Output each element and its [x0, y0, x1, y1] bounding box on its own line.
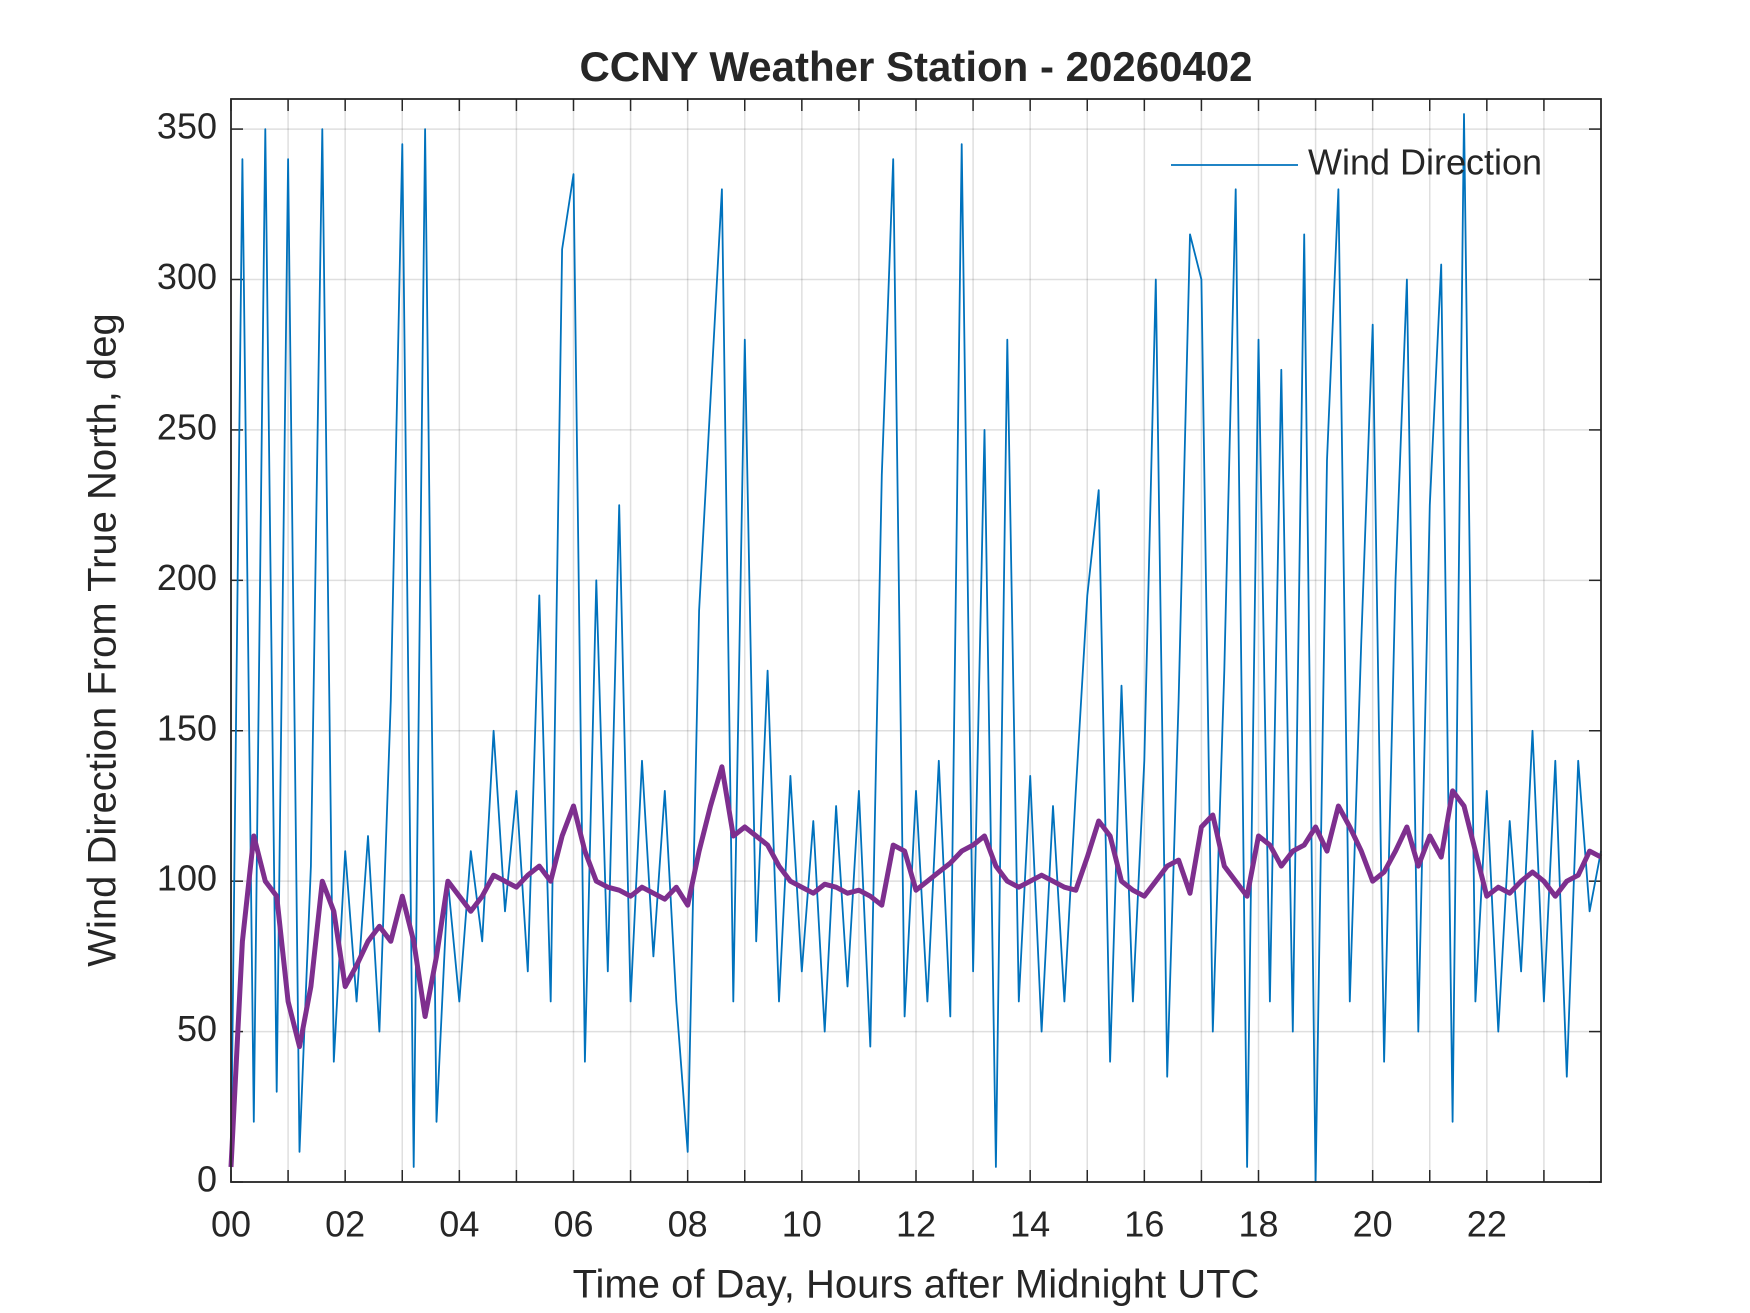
x-tick-label: 00 — [211, 1204, 251, 1245]
y-tick-label: 250 — [157, 406, 217, 447]
x-tick-label: 04 — [439, 1204, 479, 1245]
y-tick-label: 300 — [157, 256, 217, 297]
y-axis-label: Wind Direction From True North, deg — [81, 313, 125, 967]
x-tick-label: 08 — [668, 1204, 708, 1245]
x-tick-label: 16 — [1124, 1204, 1164, 1245]
x-tick-label: 20 — [1353, 1204, 1393, 1245]
x-axis-label: Time of Day, Hours after Midnight UTC — [573, 1263, 1260, 1307]
y-tick-label: 150 — [157, 707, 217, 748]
y-tick-label: 50 — [177, 1008, 217, 1049]
data-line — [230, 113, 1602, 1183]
y-tick-label: 100 — [157, 858, 217, 899]
chart-title: CCNY Weather Station - 20260402 — [579, 43, 1252, 90]
legend-label: Wind Direction — [1308, 142, 1542, 183]
x-tick-label: 22 — [1467, 1204, 1507, 1245]
axes-box — [230, 98, 1602, 1183]
x-tick-label: 06 — [553, 1204, 593, 1245]
data-line — [228, 764, 1603, 1168]
x-tick-label: 12 — [896, 1204, 936, 1245]
y-tick-label: 0 — [197, 1159, 217, 1200]
x-tick-label: 02 — [325, 1204, 365, 1245]
y-tick-label: 350 — [157, 106, 217, 147]
x-tick-label: 10 — [782, 1204, 822, 1245]
y-tick-label: 200 — [157, 557, 217, 598]
x-tick-label: 18 — [1238, 1204, 1278, 1245]
x-tick-label: 14 — [1010, 1204, 1050, 1245]
